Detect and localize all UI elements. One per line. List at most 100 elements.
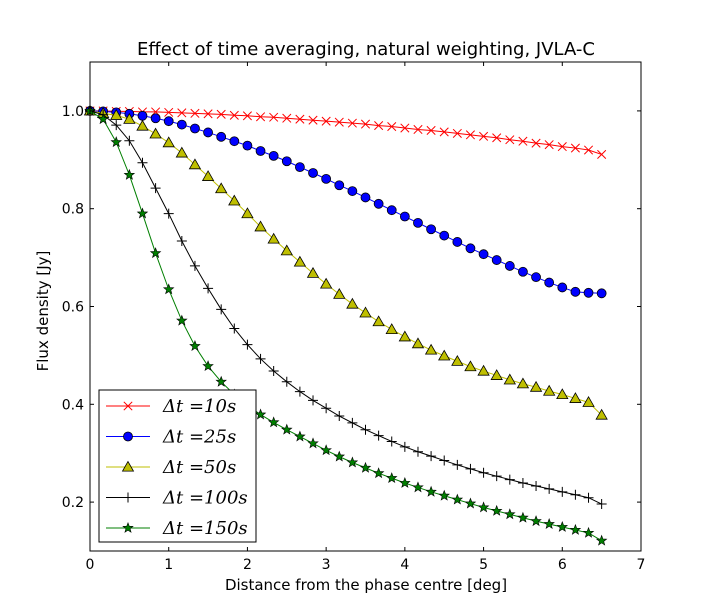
x-tick-label: 2 bbox=[243, 557, 252, 573]
data-point bbox=[426, 224, 436, 235]
data-point bbox=[307, 437, 319, 449]
data-point bbox=[97, 113, 109, 125]
data-point bbox=[334, 180, 345, 191]
data-point bbox=[359, 306, 372, 318]
data-point bbox=[557, 282, 568, 293]
legend-marker bbox=[123, 401, 133, 411]
data-point bbox=[190, 123, 200, 134]
data-point bbox=[111, 120, 122, 131]
data-point bbox=[518, 136, 528, 146]
data-point bbox=[412, 446, 423, 457]
data-point bbox=[400, 123, 410, 133]
data-point bbox=[582, 526, 595, 538]
data-point bbox=[347, 417, 358, 428]
data-point bbox=[360, 119, 371, 129]
x-tick-label: 3 bbox=[322, 557, 331, 573]
data-point bbox=[479, 131, 489, 141]
data-point bbox=[241, 207, 254, 219]
legend-marker bbox=[121, 460, 135, 472]
legend-entry-1: Δt =10s bbox=[106, 396, 236, 417]
chart-title: Effect of time averaging, natural weight… bbox=[137, 39, 595, 60]
data-point bbox=[531, 480, 542, 491]
data-point bbox=[123, 112, 136, 124]
data-point bbox=[517, 478, 528, 489]
data-point bbox=[137, 157, 148, 168]
series-2 bbox=[85, 106, 607, 299]
data-point bbox=[268, 366, 279, 377]
y-tick-label: 1.0 bbox=[62, 104, 84, 120]
data-point bbox=[570, 286, 581, 297]
data-point bbox=[255, 112, 266, 122]
data-point bbox=[203, 109, 213, 119]
data-point bbox=[280, 244, 293, 256]
data-point bbox=[150, 183, 161, 194]
legend-label: Δt =25s bbox=[162, 427, 236, 448]
data-point bbox=[201, 170, 215, 181]
data-point bbox=[267, 416, 280, 428]
data-point bbox=[583, 287, 594, 298]
data-point bbox=[216, 304, 227, 315]
y-tick-label: 0.4 bbox=[62, 397, 84, 413]
data-point bbox=[452, 459, 463, 470]
x-tick-label: 1 bbox=[164, 557, 173, 573]
data-point bbox=[176, 235, 187, 246]
data-point bbox=[439, 127, 449, 137]
data-point bbox=[543, 518, 555, 529]
data-point bbox=[478, 249, 489, 260]
data-point bbox=[595, 408, 608, 420]
data-point bbox=[308, 168, 318, 178]
data-point bbox=[163, 116, 174, 127]
data-point bbox=[189, 260, 200, 271]
legend: Δt =10s Δt =25s Δt =50s Δt =100s Δt =150s bbox=[98, 389, 257, 543]
x-tick-label: 0 bbox=[86, 557, 95, 573]
data-point bbox=[295, 162, 305, 173]
data-point bbox=[557, 486, 568, 497]
series-3 bbox=[83, 104, 608, 420]
data-point bbox=[399, 441, 410, 452]
data-point bbox=[334, 117, 344, 127]
data-point bbox=[544, 483, 555, 494]
data-point bbox=[569, 523, 582, 535]
data-point bbox=[373, 198, 384, 209]
data-point bbox=[202, 360, 214, 372]
data-point bbox=[346, 456, 359, 468]
data-point bbox=[583, 145, 594, 155]
data-point bbox=[188, 158, 202, 170]
data-point bbox=[359, 461, 372, 473]
data-point bbox=[267, 232, 280, 244]
legend-label: Δt =10s bbox=[162, 396, 236, 417]
data-point bbox=[595, 534, 608, 546]
data-point bbox=[596, 288, 607, 299]
data-point bbox=[360, 424, 371, 435]
data-point bbox=[229, 110, 239, 120]
data-point bbox=[438, 349, 451, 361]
y-tick-label: 0.2 bbox=[62, 495, 84, 511]
data-point bbox=[150, 113, 161, 124]
series-1 bbox=[85, 106, 607, 159]
data-point bbox=[386, 436, 397, 447]
series-line bbox=[89, 110, 602, 416]
data-point bbox=[254, 220, 267, 232]
data-point bbox=[360, 192, 371, 203]
ticks-layer: 0 1 2 3 4 5 6 7 0.2 0.4 0.6 0.8 1.0 bbox=[62, 62, 645, 573]
data-point bbox=[464, 360, 477, 372]
data-point bbox=[399, 476, 411, 488]
data-point bbox=[399, 211, 410, 222]
data-point bbox=[190, 108, 200, 118]
data-point bbox=[175, 146, 189, 158]
data-point bbox=[176, 314, 188, 326]
data-point bbox=[136, 119, 149, 131]
data-point bbox=[438, 489, 450, 501]
series-line bbox=[89, 110, 602, 294]
legend-label: Δt =100s bbox=[162, 488, 248, 509]
data-point bbox=[281, 423, 293, 435]
data-point bbox=[477, 364, 490, 376]
series-4 bbox=[85, 105, 607, 510]
data-point bbox=[531, 138, 541, 148]
data-point bbox=[308, 395, 319, 406]
data-point bbox=[321, 403, 332, 414]
data-point bbox=[203, 283, 214, 294]
x-tick-label: 6 bbox=[558, 557, 567, 573]
data-point bbox=[177, 108, 187, 118]
